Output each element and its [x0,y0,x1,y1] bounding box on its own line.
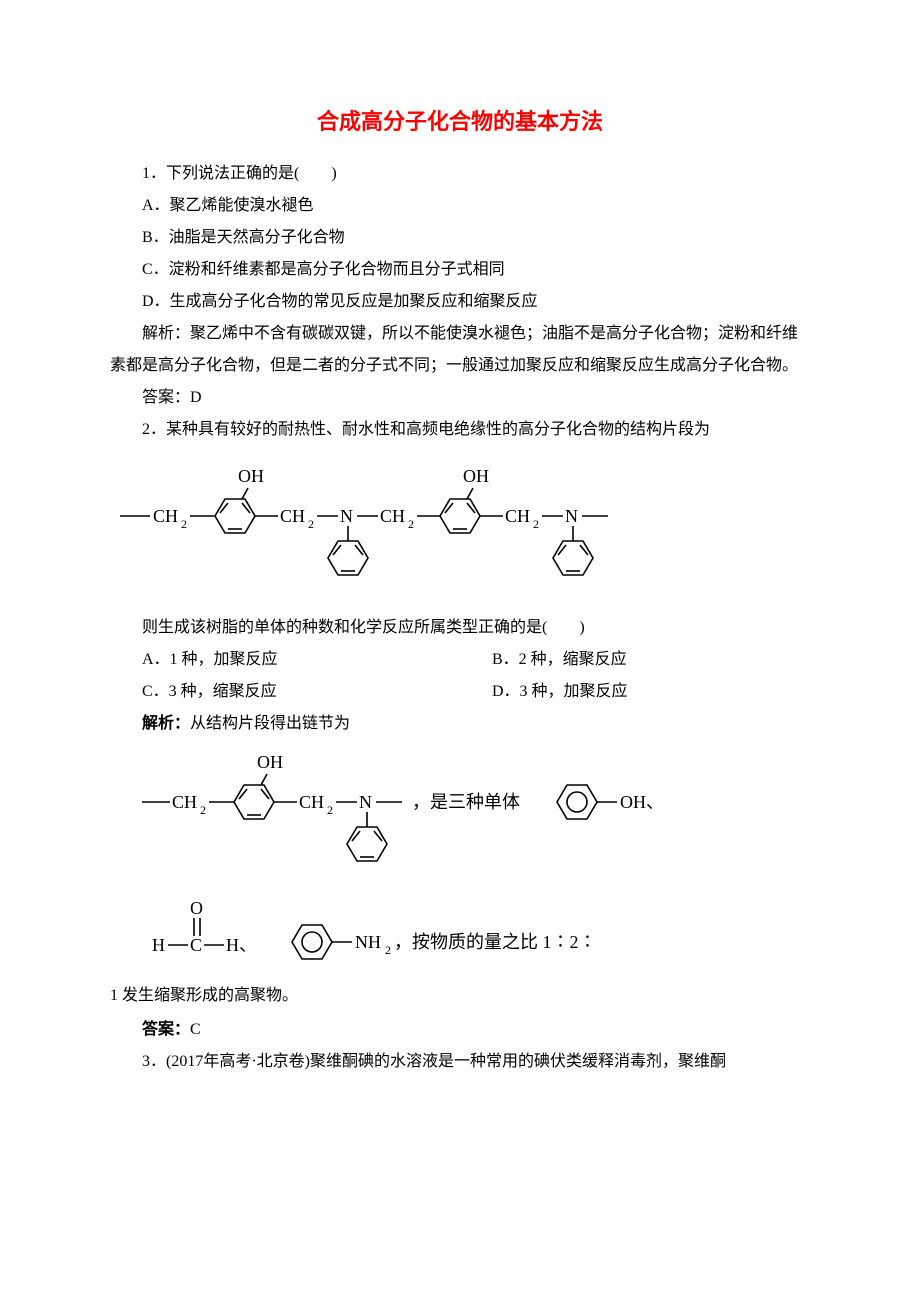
svg-text:2: 2 [327,803,333,817]
q2-explain-line1: 解析：从结构片段得出链节为 [110,708,810,740]
svg-text:CH: CH [380,506,405,526]
svg-text:2: 2 [408,517,414,531]
q2-mid: 则生成该树脂的单体的种数和化学反应所属类型正确的是( ) [110,612,810,644]
svg-text:CH: CH [505,506,530,526]
svg-text:2: 2 [308,517,314,531]
svg-text:NH: NH [355,932,381,952]
q2-ans-value: C [190,1021,201,1038]
svg-text:O: O [190,898,203,918]
svg-text:N: N [565,506,578,526]
q2-opt-c: C．3 种，缩聚反应 [110,676,460,708]
q2-ans: 答案：C [110,1014,810,1046]
svg-text:2: 2 [200,803,206,817]
q2-explain-text1: 从结构片段得出链节为 [190,715,350,732]
svg-text:，按物质的量之比 1∶2∶: ，按物质的量之比 1∶2∶ [394,932,597,952]
svg-text:CH: CH [299,792,324,812]
q2-explain-text6: 1 发生缩聚形成的高聚物。 [110,980,810,1012]
svg-text:H: H [152,935,165,955]
svg-text:N: N [359,792,372,812]
q2-opt-a: A．1 种，加聚反应 [110,644,460,676]
svg-text:2: 2 [385,943,391,957]
q1-explain: 解析：聚乙烯中不含有碳碳双键，所以不能使溴水褪色；油脂不是高分子化合物；淀粉和纤… [110,318,810,382]
q2-options-row1: A．1 种，加聚反应 B．2 种，缩聚反应 [110,644,810,676]
q2-stem: 2．某种具有较好的耐热性、耐水性和高频电绝缘性的高分子化合物的结构片段为 [110,414,810,446]
svg-text:CH: CH [172,792,197,812]
q2-explain-figure2: H C H、 O NH 2 ，按物质的量之比 1∶2∶ [142,896,810,978]
page-title: 合成高分子化合物的基本方法 [110,100,810,144]
q1-stem: 1．下列说法正确的是( ) [110,158,810,190]
svg-text:H、: H、 [226,935,257,955]
q2-explain-figure1: CH 2 OH CH 2 N [142,742,810,894]
svg-text:N: N [340,506,353,526]
q1-opt-c: C．淀粉和纤维素都是高分子化合物而且分子式相同 [110,254,810,286]
q2-structure-figure: CH 2 OH CH 2 N [110,448,810,610]
svg-text:CH: CH [153,506,178,526]
q1-answer: 答案：D [110,382,810,414]
svg-text:2: 2 [533,517,539,531]
q2-options-row2: C．3 种，缩聚反应 D．3 种，加聚反应 [110,676,810,708]
q3-stem: 3．(2017年高考·北京卷)聚维酮碘的水溶液是一种常用的碘伏类缓释消毒剂，聚维… [110,1046,810,1078]
svg-text:OH: OH [257,752,283,772]
svg-text:CH: CH [280,506,305,526]
q1-opt-b: B．油脂是天然高分子化合物 [110,222,810,254]
q1-opt-a: A．聚乙烯能使溴水褪色 [110,190,810,222]
q2-opt-d: D．3 种，加聚反应 [460,676,810,708]
svg-text:2: 2 [181,517,187,531]
q2-opt-b: B．2 种，缩聚反应 [460,644,810,676]
svg-text:OH、: OH、 [620,792,664,812]
q1-opt-d: D．生成高分子化合物的常见反应是加聚反应和缩聚反应 [110,286,810,318]
svg-text:C: C [190,935,202,955]
svg-text:，是三种单体: ，是三种单体 [412,792,520,812]
q2-ans-label: 答案： [142,1021,190,1038]
svg-text:OH: OH [463,466,489,486]
svg-text:OH: OH [238,466,264,486]
q2-explain-label: 解析： [142,715,190,732]
page: 合成高分子化合物的基本方法 1．下列说法正确的是( ) A．聚乙烯能使溴水褪色 … [0,0,920,1302]
